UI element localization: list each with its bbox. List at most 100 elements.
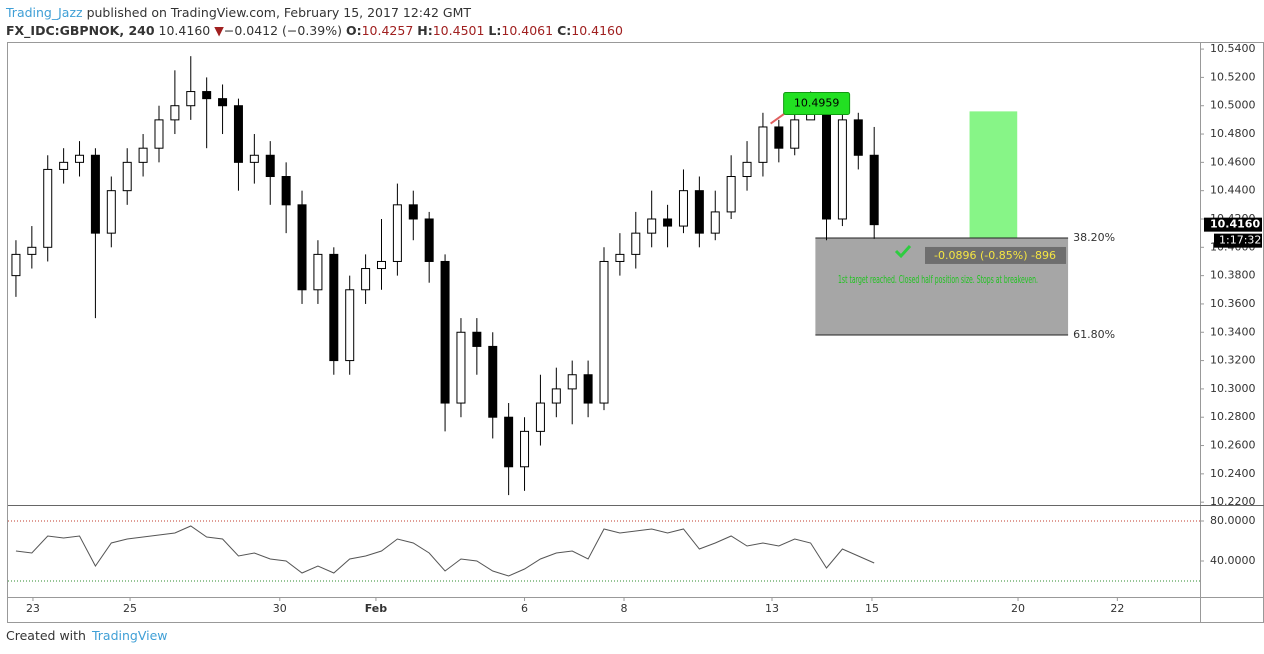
x-tick-label: Feb <box>365 602 388 615</box>
candle-body <box>281 176 291 206</box>
candle-body <box>59 161 69 170</box>
candle-body <box>440 260 450 404</box>
symbol-line: FX_IDC:GBPNOK, 240 10.4160 ▼−0.0412 (−0.… <box>6 22 623 40</box>
peak-box <box>783 92 851 116</box>
y-tick-label: 10.4600 <box>1210 155 1256 168</box>
y-tick-label: 10.2600 <box>1210 439 1256 452</box>
y-tick-label: 10.3000 <box>1210 382 1256 395</box>
candle-body <box>313 253 323 291</box>
candle-body <box>822 105 832 220</box>
candle-body <box>583 374 593 404</box>
candle-body <box>837 119 847 220</box>
rsi-line <box>15 525 875 577</box>
candle-body <box>265 154 275 178</box>
x-tick-label: 25 <box>123 602 137 615</box>
footer: Created with TradingView <box>6 628 168 643</box>
candle-body <box>345 289 355 362</box>
check-icon <box>894 244 912 259</box>
candle-body <box>106 190 116 234</box>
candle-body <box>456 331 466 404</box>
published: published on TradingView.com, February 1… <box>86 5 471 20</box>
ohlc-key: L: <box>488 23 502 38</box>
measure-box <box>925 246 1066 264</box>
candle-body <box>853 119 863 156</box>
candle-body <box>790 119 800 149</box>
x-tick-label: 8 <box>621 602 628 615</box>
candle-body <box>154 119 164 149</box>
candle-body <box>408 204 418 220</box>
candle-body <box>615 253 625 262</box>
last-price-box <box>1204 217 1262 232</box>
y-tick-label: 10.5400 <box>1210 42 1256 55</box>
x-tick-label: 23 <box>26 602 40 615</box>
candle-body <box>43 168 53 248</box>
ohlc-value: 10.4061 <box>501 23 554 38</box>
candle-body <box>11 253 21 277</box>
candle-body <box>329 253 339 362</box>
direction: ▼ <box>214 23 224 38</box>
fib-label: 61.80% <box>1073 328 1115 341</box>
fib-label: 38.20% <box>1073 231 1115 244</box>
candle-body <box>694 190 704 234</box>
candle-body <box>678 190 688 227</box>
ohlc-key: H: <box>417 23 433 38</box>
measure-label: -0.0896 (-0.85%) -896 <box>934 249 1056 262</box>
candle-body <box>249 154 259 163</box>
created: Created with <box>6 628 86 643</box>
y-tick-label: 10.2400 <box>1210 467 1256 480</box>
candle-body <box>424 218 434 262</box>
ohlc-key: C: <box>557 23 572 38</box>
candle-body <box>869 154 879 226</box>
y-tick-label: 80.0000 <box>1210 514 1256 527</box>
x-tick-label: 22 <box>1110 602 1124 615</box>
candle-body <box>218 98 228 107</box>
ohlc-value: 10.4257 <box>361 23 414 38</box>
y-tick-label: 10.4800 <box>1210 127 1256 140</box>
candle-body <box>361 268 371 291</box>
candle-body <box>551 388 561 404</box>
candle-body <box>186 91 196 107</box>
symbol: FX_IDC:GBPNOK, 240 <box>6 23 155 38</box>
x-tick-label: 20 <box>1011 602 1025 615</box>
ohlc-value: 10.4160 <box>571 23 623 38</box>
candle-body <box>376 260 386 270</box>
candle-body <box>742 161 752 178</box>
countdown-box <box>1214 233 1262 248</box>
publish-line: Trading_Jazz published on TradingView.co… <box>6 4 623 22</box>
y-tick-label: 10.3400 <box>1210 325 1256 338</box>
peak-label: 10.4959 <box>794 97 840 110</box>
y-tick-label: 10.3200 <box>1210 354 1256 367</box>
candle-body <box>758 126 768 163</box>
candle-body <box>535 402 545 432</box>
candle-body <box>170 105 180 121</box>
candle-body <box>75 154 85 163</box>
ohlc-value: 10.4501 <box>432 23 485 38</box>
candle-body <box>710 211 720 234</box>
y-tick-label: 10.5200 <box>1210 70 1256 83</box>
x-tick-label: 15 <box>865 602 879 615</box>
note: 1st target reached. Closed half position… <box>838 273 1038 286</box>
brand[interactable]: TradingView <box>91 628 168 643</box>
header: Trading_Jazz published on TradingView.co… <box>6 4 623 40</box>
candle-body <box>488 345 498 418</box>
candle-body <box>297 204 307 291</box>
countdown: 1:17:32 <box>1219 234 1261 247</box>
y-tick-label: 10.3800 <box>1210 269 1256 282</box>
candle-body <box>504 416 514 468</box>
candle-body <box>663 218 673 227</box>
candle-body <box>122 161 132 192</box>
candle-body <box>138 147 148 163</box>
change: −0.0412 (−0.39%) <box>223 23 342 38</box>
y-tick-label: 10.2800 <box>1210 410 1256 423</box>
author[interactable]: Trading_Jazz <box>6 5 83 20</box>
candle-body <box>472 331 482 347</box>
x-tick-label: 6 <box>521 602 528 615</box>
candle-body <box>726 176 736 213</box>
last: 10.4160 <box>158 23 211 38</box>
candle-body <box>392 204 402 262</box>
ohlc-key: O: <box>345 23 362 38</box>
candle-body <box>520 430 530 468</box>
y-tick-label: 10.4400 <box>1210 184 1256 197</box>
